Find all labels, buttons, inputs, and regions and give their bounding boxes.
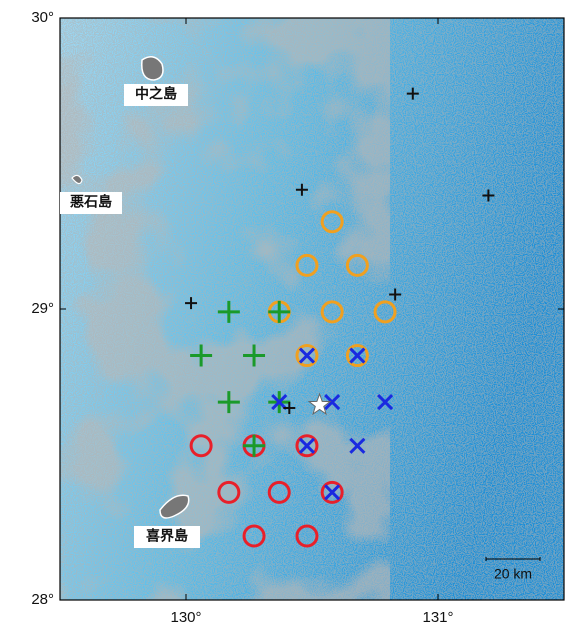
island-label: 喜界島: [146, 528, 188, 544]
y-tick-label: 29°: [31, 300, 54, 317]
x-tick-label: 130°: [170, 609, 201, 626]
map: 中之島 悪石島 喜界島 20 km 130° 131° 28° 29° 30°: [0, 0, 568, 632]
scale-label: 20 km: [494, 566, 532, 582]
y-tick-label: 30°: [31, 9, 54, 26]
y-tick-label: 28°: [31, 591, 54, 608]
x-tick-label: 131°: [422, 609, 453, 626]
island-label: 悪石島: [70, 194, 112, 210]
island-label: 中之島: [135, 86, 177, 102]
